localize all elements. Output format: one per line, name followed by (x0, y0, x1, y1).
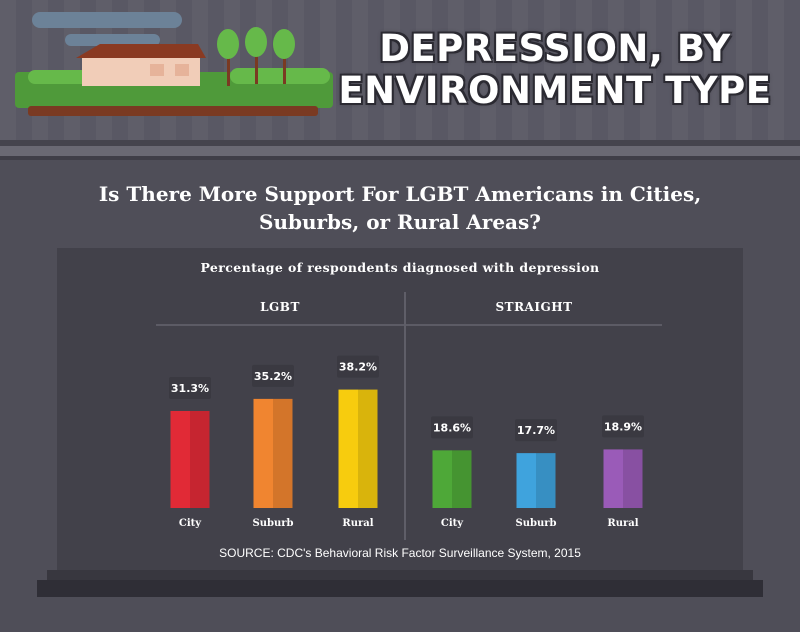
data-label-straight-city: 18.6% (433, 421, 471, 434)
data-label-straight-rural: 18.9% (604, 420, 642, 433)
category-label-straight-suburb: Suburb (515, 518, 556, 529)
house-roof (76, 44, 206, 58)
cloud-shape (32, 12, 182, 28)
dirt-strip (28, 106, 318, 116)
group-label-lgbt: LGBT (260, 300, 300, 314)
header-divider (0, 146, 800, 156)
bar-shade-lgbt-rural (358, 389, 378, 508)
bar-shade-lgbt-city (190, 410, 210, 508)
group-label-straight: STRAIGHT (495, 300, 573, 314)
rural-house-illustration (15, 12, 333, 116)
data-label-bg (252, 364, 294, 387)
subtitle-line-1: Is There More Support For LGBT Americans… (98, 182, 702, 206)
tree-crown (273, 29, 295, 59)
data-label-lgbt-city: 31.3% (171, 382, 209, 395)
category-label-lgbt-city: City (179, 518, 202, 529)
title-line-1: DEPRESSION, BY (379, 27, 731, 70)
bar-shade-straight-city (452, 450, 472, 508)
group-underline (156, 324, 404, 326)
footer-base (47, 570, 753, 580)
category-label-straight-city: City (441, 518, 464, 529)
category-label-lgbt-suburb: Suburb (252, 518, 293, 529)
grass-highlight (28, 70, 98, 84)
subtitle-line-2: Suburbs, or Rural Areas? (259, 210, 541, 234)
page-title: DEPRESSION, BY ENVIRONMENT TYPE (330, 28, 780, 112)
tree-trunk (255, 44, 258, 84)
data-label-bg (337, 355, 379, 378)
bar-straight-city (432, 450, 452, 508)
cloud-shape (65, 34, 160, 46)
category-label-lgbt-rural: Rural (342, 518, 373, 529)
bar-lgbt-suburb (253, 398, 273, 508)
footer-base (37, 597, 763, 632)
bar-straight-suburb (516, 453, 536, 508)
data-label-bg (169, 376, 211, 399)
group-divider (404, 292, 406, 540)
bar-lgbt-city (170, 410, 190, 508)
tree-crown (245, 27, 267, 57)
bar-straight-rural (603, 449, 623, 508)
bar-shade-straight-suburb (536, 453, 556, 508)
tree-trunk (283, 48, 286, 84)
header-divider (0, 140, 800, 146)
tree-trunk (227, 48, 230, 86)
chart-title: Percentage of respondents diagnosed with… (200, 260, 600, 275)
bar-lgbt-rural (338, 389, 358, 508)
header-divider (0, 156, 800, 160)
data-label-bg (602, 415, 644, 438)
group-underline (406, 324, 662, 326)
category-label-straight-rural: Rural (607, 518, 638, 529)
subtitle: Is There More Support For LGBT Americans… (60, 180, 740, 236)
data-label-bg (431, 416, 473, 439)
house-window (175, 64, 189, 76)
data-label-lgbt-rural: 38.2% (339, 361, 377, 374)
chart-panel (57, 248, 743, 570)
source-note: SOURCE: CDC's Behavioral Risk Factor Sur… (219, 546, 581, 560)
footer-base (37, 580, 763, 597)
tree-crown (217, 29, 239, 59)
bar-shade-lgbt-suburb (273, 398, 293, 508)
title-line-2: ENVIRONMENT TYPE (338, 69, 772, 112)
data-label-straight-suburb: 17.7% (517, 424, 555, 437)
house-window (150, 64, 164, 76)
data-label-lgbt-suburb: 35.2% (254, 370, 292, 383)
data-label-bg (515, 419, 557, 442)
bar-shade-straight-rural (623, 449, 643, 508)
